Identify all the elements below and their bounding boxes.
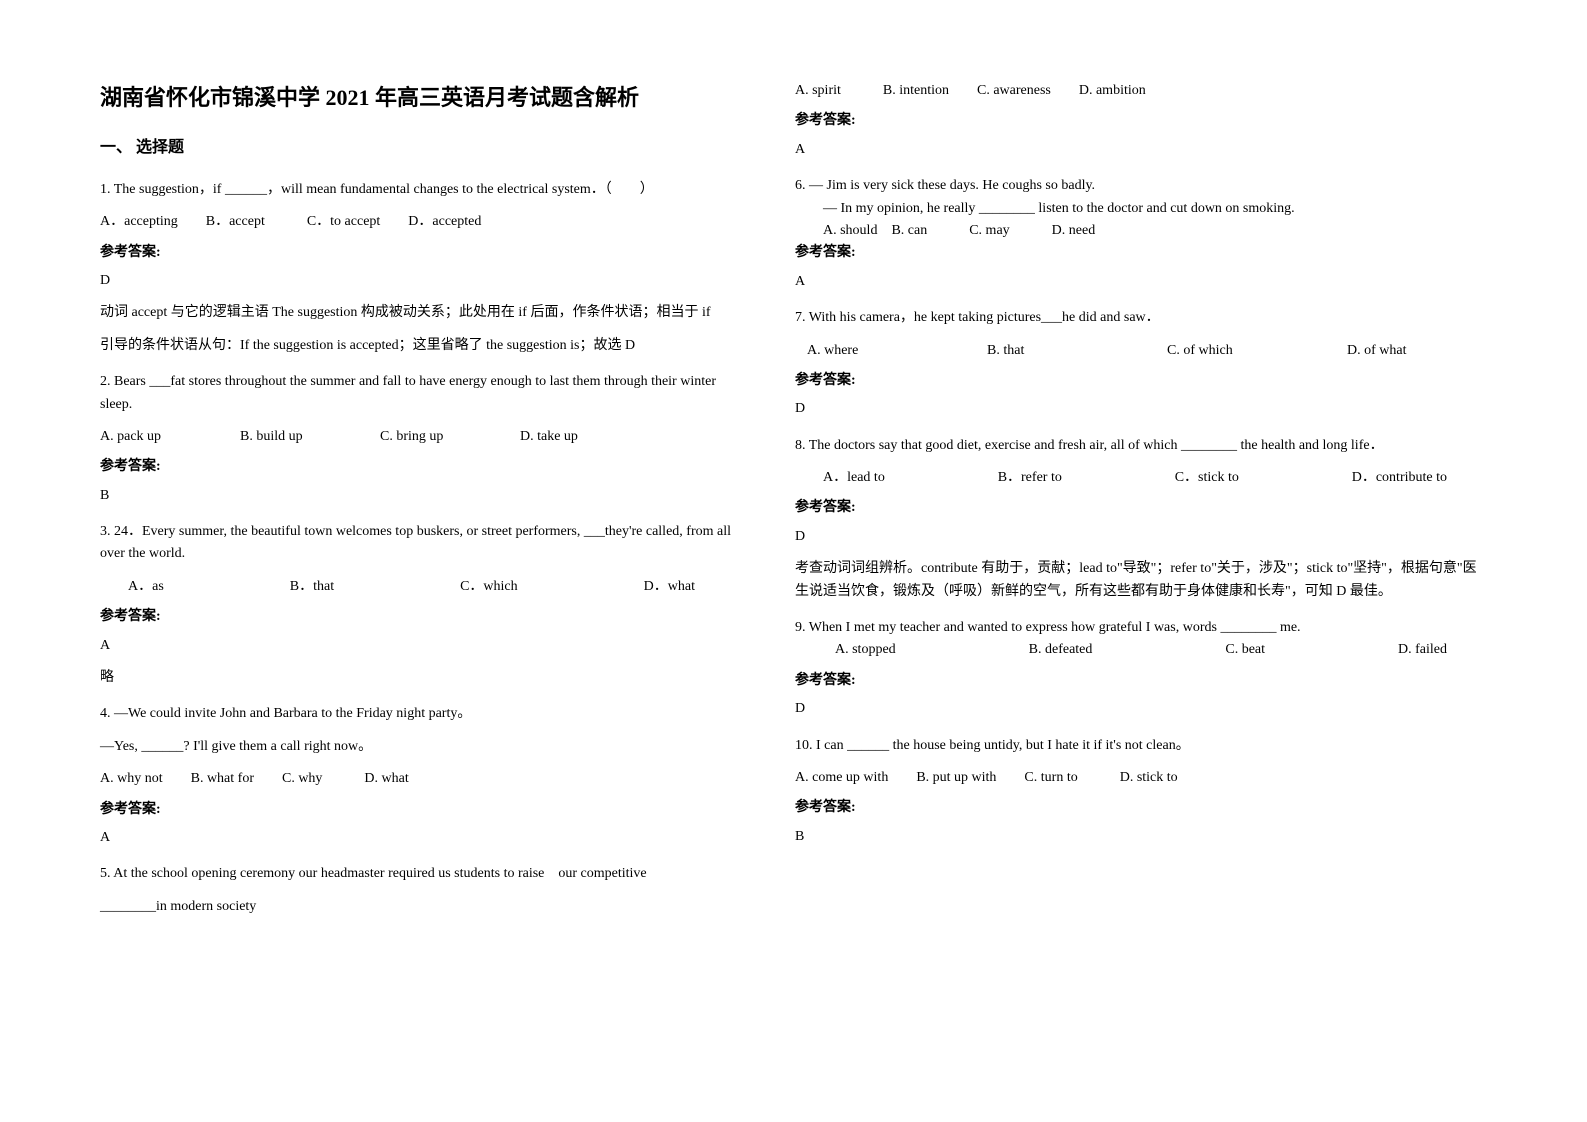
q10-answer-label: 参考答案: xyxy=(795,797,1487,819)
q8-opt-b: B．refer to xyxy=(970,467,1062,489)
section-heading: 一、 选择题 xyxy=(100,135,735,161)
q6-text-2: — In my opinion, he really ________ list… xyxy=(795,198,1487,220)
question-5-cont: A. spirit B. intention C. awareness D. a… xyxy=(795,80,1487,161)
q8-opt-a: A．lead to xyxy=(795,467,885,489)
q9-opt-d: D. failed xyxy=(1398,639,1447,661)
q1-text: 1. The suggestion，if ______，will mean fu… xyxy=(100,179,735,201)
q3-opt-d: D．what xyxy=(616,576,695,598)
q7-opt-d: D. of what xyxy=(1347,340,1487,362)
q7-text: 7. With his camera，he kept taking pictur… xyxy=(795,307,1487,329)
q5-options: A. spirit B. intention C. awareness D. a… xyxy=(795,80,1487,102)
q3-opt-c: C．which xyxy=(432,576,518,598)
q7-opt-a: A. where xyxy=(807,340,947,362)
q2-answer-label: 参考答案: xyxy=(100,456,735,478)
q7-answer: D xyxy=(795,398,1487,420)
q3-answer-label: 参考答案: xyxy=(100,606,735,628)
q9-opt-a: A. stopped xyxy=(835,639,896,661)
q5-answer-label: 参考答案: xyxy=(795,110,1487,132)
q4-answer: A xyxy=(100,827,735,849)
question-8: 8. The doctors say that good diet, exerc… xyxy=(795,435,1487,603)
q6-text-1: 6. — Jim is very sick these days. He cou… xyxy=(795,175,1487,197)
question-10: 10. I can ______ the house being untidy,… xyxy=(795,735,1487,849)
q8-answer: D xyxy=(795,526,1487,548)
q4-answer-label: 参考答案: xyxy=(100,799,735,821)
q9-text: 9. When I met my teacher and wanted to e… xyxy=(795,617,1487,639)
q4-text-2: —Yes, ______? I'll give them a call righ… xyxy=(100,736,735,758)
question-7: 7. With his camera，he kept taking pictur… xyxy=(795,307,1487,421)
q5-answer: A xyxy=(795,139,1487,161)
q1-answer-label: 参考答案: xyxy=(100,242,735,264)
q3-text: 3. 24．Every summer, the beautiful town w… xyxy=(100,521,735,566)
q6-answer: A xyxy=(795,271,1487,293)
q2-opt-d: D. take up xyxy=(520,426,620,448)
q8-opt-d: D．contribute to xyxy=(1324,467,1447,489)
q2-options: A. pack up B. build up C. bring up D. ta… xyxy=(100,426,735,448)
q7-opt-c: C. of which xyxy=(1167,340,1307,362)
q1-explanation-1: 动词 accept 与它的逻辑主语 The suggestion 构成被动关系；… xyxy=(100,302,735,324)
question-6: 6. — Jim is very sick these days. He cou… xyxy=(795,175,1487,293)
q8-options: A．lead to B．refer to C．stick to D．contri… xyxy=(795,467,1487,489)
q1-answer: D xyxy=(100,270,735,292)
q10-options: A. come up with B. put up with C. turn t… xyxy=(795,767,1487,789)
q8-text: 8. The doctors say that good diet, exerc… xyxy=(795,435,1487,457)
q7-options: A. where B. that C. of which D. of what xyxy=(795,340,1487,362)
q9-opt-b: B. defeated xyxy=(1029,639,1093,661)
left-column: 湖南省怀化市锦溪中学 2021 年高三英语月考试题含解析 一、 选择题 1. T… xyxy=(100,80,735,1042)
q7-opt-b: B. that xyxy=(987,340,1127,362)
page-title: 湖南省怀化市锦溪中学 2021 年高三英语月考试题含解析 xyxy=(100,80,735,115)
q2-opt-b: B. build up xyxy=(240,426,340,448)
q2-answer: B xyxy=(100,485,735,507)
q1-explanation-2: 引导的条件状语从句：If the suggestion is accepted；… xyxy=(100,335,735,357)
question-3: 3. 24．Every summer, the beautiful town w… xyxy=(100,521,735,689)
q7-answer-label: 参考答案: xyxy=(795,370,1487,392)
q4-options: A. why not B. what for C. why D. what xyxy=(100,768,735,790)
q8-explanation: 考查动词词组辨析。contribute 有助于，贡献；lead to"导致"；r… xyxy=(795,558,1487,603)
q3-opt-a: A．as xyxy=(100,576,164,598)
q2-opt-c: C. bring up xyxy=(380,426,480,448)
q10-text: 10. I can ______ the house being untidy,… xyxy=(795,735,1487,757)
question-2: 2. Bears ___fat stores throughout the su… xyxy=(100,371,735,507)
right-column: A. spirit B. intention C. awareness D. a… xyxy=(795,80,1487,1042)
question-4: 4. —We could invite John and Barbara to … xyxy=(100,703,735,849)
question-9: 9. When I met my teacher and wanted to e… xyxy=(795,617,1487,721)
q3-options: A．as B．that C．which D．what xyxy=(100,576,735,598)
q4-text-1: 4. —We could invite John and Barbara to … xyxy=(100,703,735,725)
q6-answer-label: 参考答案: xyxy=(795,242,1487,264)
q8-opt-c: C．stick to xyxy=(1147,467,1239,489)
q9-options: A. stopped B. defeated C. beat D. failed xyxy=(795,639,1487,661)
q5-text-2: ________in modern society xyxy=(100,896,735,918)
q3-opt-b: B．that xyxy=(262,576,334,598)
q9-answer-label: 参考答案: xyxy=(795,670,1487,692)
q3-explanation: 略 xyxy=(100,667,735,689)
q5-text-1: 5. At the school opening ceremony our he… xyxy=(100,863,735,885)
q2-text: 2. Bears ___fat stores throughout the su… xyxy=(100,371,735,416)
q9-answer: D xyxy=(795,698,1487,720)
q10-answer: B xyxy=(795,826,1487,848)
question-1: 1. The suggestion，if ______，will mean fu… xyxy=(100,179,735,357)
q9-opt-c: C. beat xyxy=(1225,639,1265,661)
q2-opt-a: A. pack up xyxy=(100,426,200,448)
q8-answer-label: 参考答案: xyxy=(795,497,1487,519)
q6-options: A. should B. can C. may D. need xyxy=(795,220,1487,242)
question-5: 5. At the school opening ceremony our he… xyxy=(100,863,735,918)
q1-options: A．accepting B．accept C．to accept D．accep… xyxy=(100,211,735,233)
q3-answer: A xyxy=(100,635,735,657)
